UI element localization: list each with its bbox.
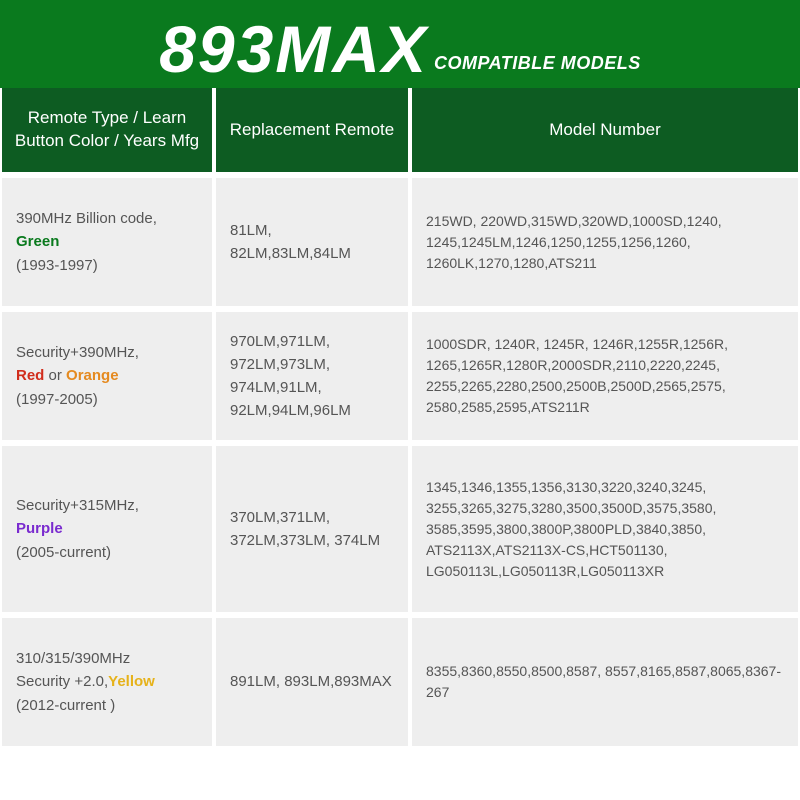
cell-replacement: 891LM, 893LM,893MAX <box>216 618 408 746</box>
type-security: Security +2.0,Yellow <box>16 670 198 693</box>
cell-remote-type: 310/315/390MHzSecurity +2.0,Yellow(2012-… <box>2 618 212 746</box>
table-row: 390MHz Billion code, Green (1993-1997) 81LM… <box>2 178 798 306</box>
cell-model-numbers: 8355,8360,8550,8500,8587, 8557,8165,8587… <box>412 618 798 746</box>
button-color-line: Green <box>16 230 198 253</box>
cell-remote-type: Security+390MHz,Red or Orange(1997-2005) <box>2 312 212 440</box>
type-frequency: Security+315MHz, <box>16 494 198 517</box>
cell-model-numbers: 215WD, 220WD,315WD,320WD,1000SD,1240, 12… <box>412 178 798 306</box>
cell-replacement: 970LM,971LM, 972LM,973LM, 974LM,91LM, 92… <box>216 312 408 440</box>
table-row: 310/315/390MHzSecurity +2.0,Yellow(2012-… <box>2 618 798 746</box>
title-banner: 893MAX COMPATIBLE MODELS <box>0 0 800 88</box>
cell-model-numbers: 1000SDR, 1240R, 1245R, 1246R,1255R,1256R… <box>412 312 798 440</box>
cell-model-numbers: 1345,1346,1355,1356,3130,3220,3240,3245,… <box>412 446 798 612</box>
table-row: Security+315MHz, Purple (2005-current) 370L… <box>2 446 798 612</box>
cell-remote-type: 390MHz Billion code, Green (1993-1997) <box>2 178 212 306</box>
button-color: Orange <box>66 367 119 384</box>
banner-subtitle: COMPATIBLE MODELS <box>434 53 641 74</box>
button-color: Yellow <box>108 673 155 690</box>
button-color: Red <box>16 367 44 384</box>
header-remote-type: Remote Type / Learn Button Color / Years… <box>2 88 212 172</box>
table-row: Security+390MHz,Red or Orange(1997-2005)… <box>2 312 798 440</box>
type-frequency: Security+390MHz, <box>16 341 198 364</box>
button-color: Green <box>16 233 59 250</box>
cell-replacement: 81LM, 82LM,83LM,84LM <box>216 178 408 306</box>
table-header-row: Remote Type / Learn Button Color / Years… <box>0 88 800 172</box>
cell-replacement: 370LM,371LM, 372LM,373LM, 374LM <box>216 446 408 612</box>
header-model-number: Model Number <box>412 88 798 172</box>
years-mfg: (2012-current ) <box>16 694 198 717</box>
header-replacement: Replacement Remote <box>216 88 408 172</box>
years-mfg: (1997-2005) <box>16 388 198 411</box>
button-color-line: Red or Orange <box>16 364 198 387</box>
years-mfg: (1993-1997) <box>16 254 198 277</box>
years-mfg: (2005-current) <box>16 541 198 564</box>
type-frequency: 390MHz Billion code, <box>16 207 198 230</box>
type-frequency: 310/315/390MHz <box>16 647 198 670</box>
cell-remote-type: Security+315MHz, Purple (2005-current) <box>2 446 212 612</box>
button-color-line: Purple <box>16 517 198 540</box>
banner-product: 893MAX <box>159 16 428 82</box>
button-color: Purple <box>16 520 63 537</box>
table-body: 390MHz Billion code, Green (1993-1997) 81LM… <box>0 178 800 746</box>
